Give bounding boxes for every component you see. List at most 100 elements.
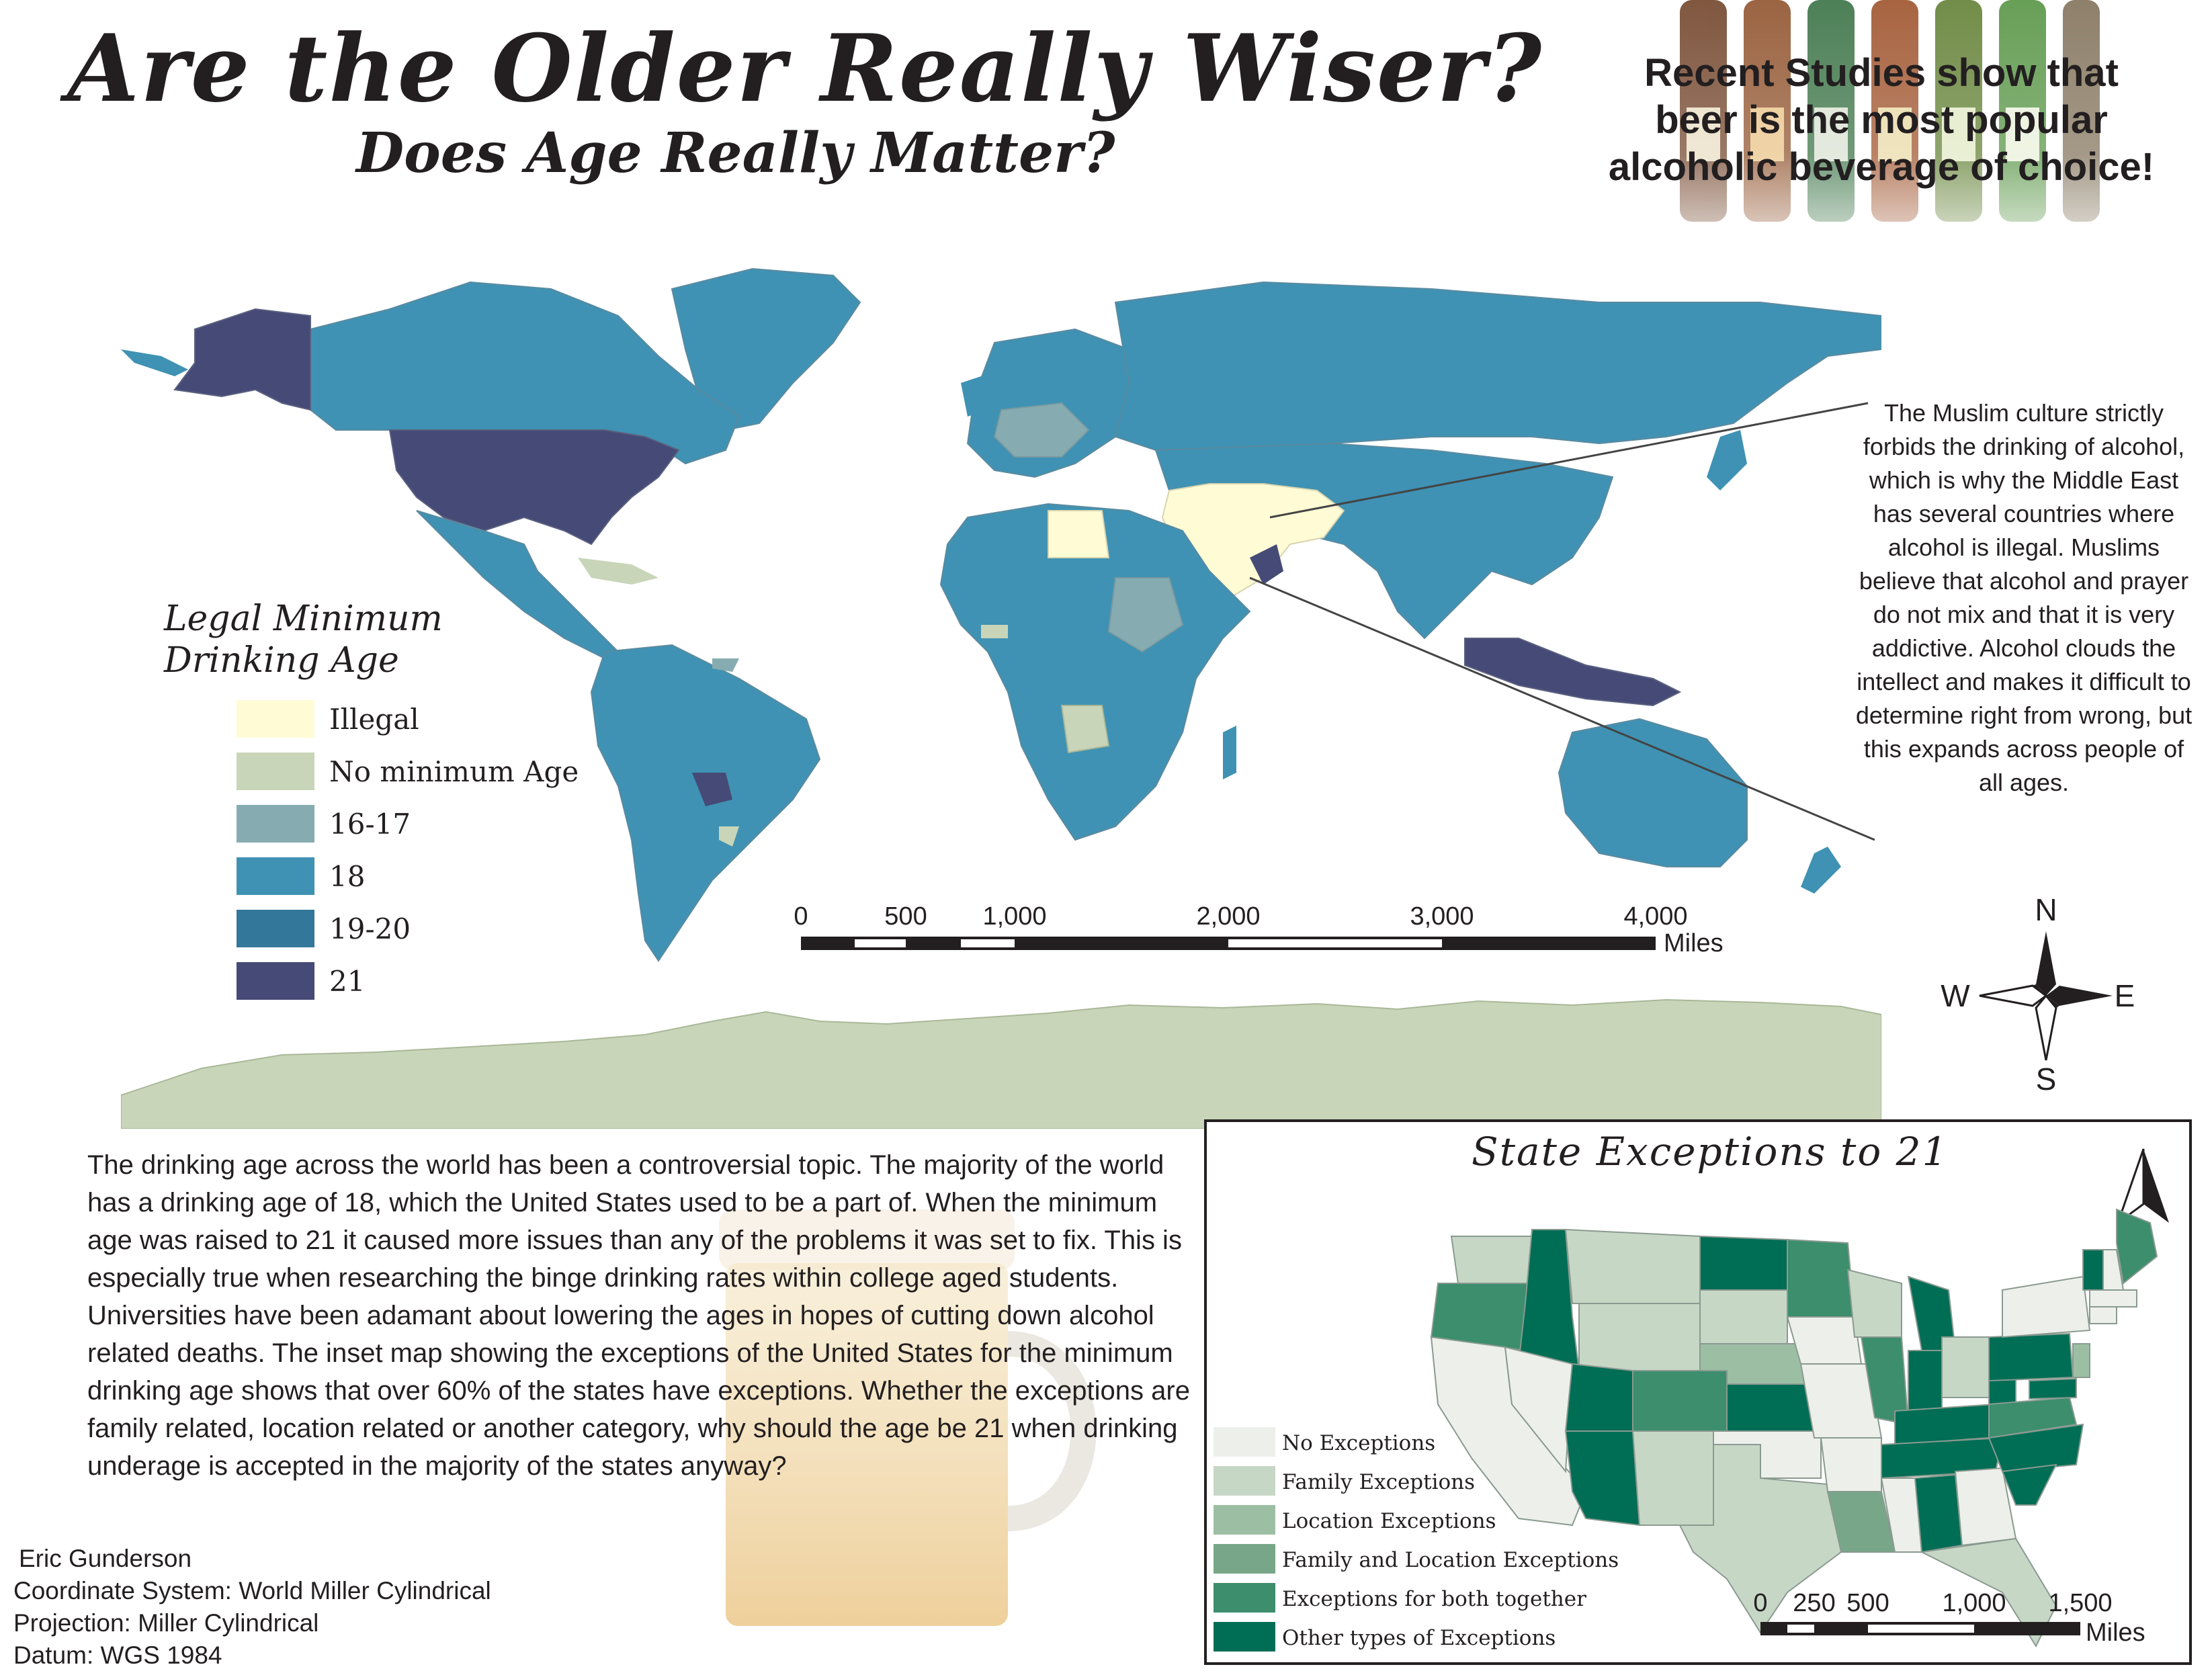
alaska (173, 308, 311, 411)
inset-scale-label: 0 (1753, 1589, 1767, 1617)
beer-bottles-image (1673, 0, 2103, 282)
usa (388, 429, 680, 546)
legend-swatch-no-minimum (237, 753, 314, 790)
state-new-jersey (2072, 1343, 2090, 1378)
compass-rose: N S W E (1941, 894, 2135, 1095)
state-north-carolina (1988, 1423, 2084, 1473)
scale-label: 3,000 (1410, 902, 1474, 931)
compass-s: S (2036, 1062, 2057, 1095)
callout-line-2 (1249, 576, 1875, 841)
legend-label: 19-20 (329, 912, 411, 945)
map-credits: Eric Gunderson Coordinate System: World … (13, 1543, 491, 1672)
state-new-york (2002, 1275, 2091, 1338)
state-pennsylvania (1988, 1332, 2074, 1382)
greenland (671, 267, 861, 431)
scale-unit: Miles (1664, 929, 1724, 957)
compass-w: W (1941, 978, 1970, 1013)
beer-fact-line-1: Recent Studies show that (1644, 51, 2119, 95)
state-iowa (1786, 1316, 1863, 1365)
inset-legend-swatch (1214, 1622, 1275, 1651)
legend-label: Illegal (329, 703, 419, 736)
credit-coordinate-system: Coordinate System: World Miller Cylindri… (13, 1577, 491, 1604)
scale-label: 4,000 (1623, 902, 1687, 931)
state-massachusetts (2089, 1289, 2137, 1307)
indonesia (1464, 638, 1682, 707)
state-arizona (1564, 1430, 1641, 1527)
compass-e: E (2115, 978, 2135, 1013)
aleutian (121, 349, 188, 376)
state-connecticut (2089, 1306, 2117, 1324)
inset-scale-label: 1,500 (2048, 1589, 2112, 1617)
beer-fact-line-2: beer is the most popular (1655, 98, 2108, 142)
oman (1250, 544, 1283, 585)
inset-legend-label: Other types of Exceptions (1282, 1626, 1556, 1650)
world-scale-bar: 0 500 1,000 2,000 3,000 4,000 Miles (794, 902, 1724, 957)
state-kansas (1726, 1383, 1815, 1432)
legend-label: 18 (329, 860, 366, 893)
angola (1060, 705, 1110, 754)
state-nevada (1504, 1346, 1574, 1473)
world-map (121, 267, 1881, 1129)
state-south-carolina (2001, 1463, 2057, 1506)
new-zealand (1801, 847, 1841, 894)
legend-label: 21 (329, 965, 366, 998)
state-ohio (1941, 1336, 1990, 1398)
inset-legend-label: Family and Location Exceptions (1282, 1548, 1619, 1572)
credit-datum: Datum: WGS 1984 (13, 1641, 222, 1669)
legend-title: Legal Minimum Drinking Age (164, 598, 443, 681)
state-virginia (1988, 1396, 2078, 1439)
inset-legend-swatch (1214, 1466, 1275, 1496)
suriname (712, 658, 739, 672)
beer-fact-line-3: alcoholic beverage of choice! (1608, 145, 2155, 189)
state-florida (1919, 1537, 2057, 1648)
state-vermont (2082, 1249, 2104, 1291)
credit-projection: Projection: Miller Cylindrical (13, 1609, 319, 1637)
scale-label: 500 (884, 902, 927, 931)
caribbean (578, 558, 658, 585)
scale-label: 2,000 (1196, 902, 1260, 931)
state-wisconsin (1846, 1269, 1902, 1338)
uruguay (719, 826, 739, 847)
beer-fact-text: Recent Studies show that beer is the mos… (1572, 50, 2190, 191)
state-washington (1450, 1236, 1533, 1284)
state-minnesota (1787, 1238, 1856, 1318)
inset-scale-bar: 0 250 500 1,000 1,500 Miles (1753, 1589, 2145, 1647)
legend-label: No minimum Age (329, 755, 579, 788)
inset-legend-swatch (1214, 1583, 1275, 1613)
state-new-mexico (1631, 1430, 1714, 1526)
inset-legend-label: No Exceptions (1282, 1431, 1436, 1455)
west-africa-no-min (981, 625, 1008, 638)
legend-swatch-21 (237, 962, 314, 1000)
inset-title: State Exceptions to 21 (1472, 1129, 1949, 1174)
inset-scale-label: 250 (1793, 1589, 1835, 1617)
muslim-culture-note: The Muslim culture strictly forbids the … (1855, 399, 2193, 796)
legend-swatch-illegal (237, 700, 314, 738)
credit-author: Eric Gunderson (19, 1545, 192, 1572)
us-state-map (1430, 1208, 2158, 1648)
inset-scale-label: 500 (1846, 1589, 1889, 1617)
legend-label: 16-17 (329, 808, 411, 841)
state-alabama (1914, 1473, 1963, 1553)
legend-title-line-1: Legal Minimum (164, 599, 443, 639)
sudan (1107, 577, 1184, 653)
callout-line-1 (1269, 402, 1869, 519)
beer-mug-image (719, 1209, 1097, 1626)
madagascar (1223, 726, 1236, 779)
state-utah (1564, 1363, 1633, 1432)
japan (1707, 430, 1747, 490)
state-texas (1678, 1444, 1842, 1634)
body-paragraph: The drinking age across the world has be… (87, 1150, 1190, 1481)
inset-legend-label: Location Exceptions (1282, 1509, 1496, 1533)
scale-label: 1,000 (982, 902, 1046, 931)
russia (1114, 281, 1881, 451)
central-europe (993, 402, 1090, 458)
legend-swatch-18 (237, 857, 314, 895)
state-colorado (1632, 1370, 1728, 1432)
scale-label: 0 (794, 902, 808, 931)
compass-n: N (2035, 894, 2057, 927)
inset-scale-unit: Miles (2086, 1619, 2145, 1647)
paraguay (692, 773, 732, 806)
state-montana (1564, 1228, 1701, 1304)
inset-legend-label: Exceptions for both together (1282, 1587, 1586, 1611)
state-north-dakota (1699, 1235, 1788, 1291)
